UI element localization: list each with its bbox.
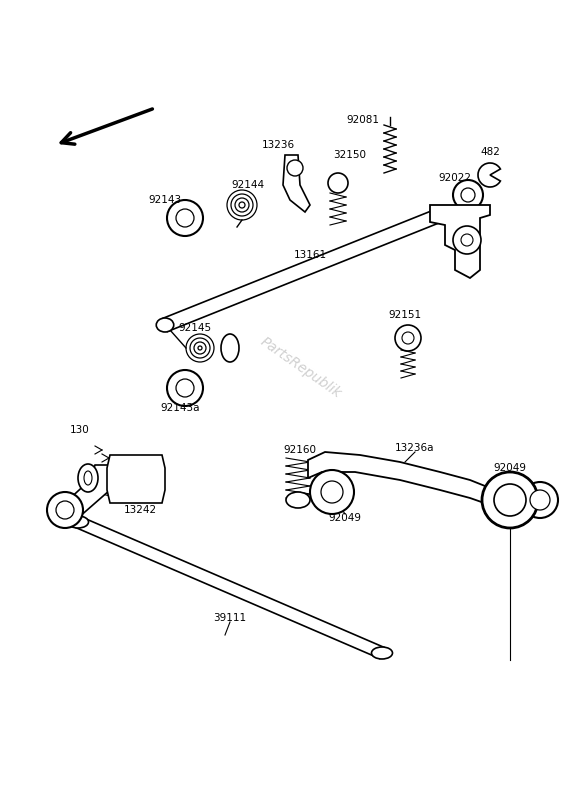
- Text: 39111: 39111: [213, 613, 247, 623]
- Circle shape: [167, 370, 203, 406]
- Text: 92049: 92049: [328, 513, 361, 523]
- Circle shape: [47, 492, 83, 528]
- Circle shape: [328, 173, 348, 193]
- Circle shape: [56, 501, 74, 519]
- Circle shape: [453, 180, 483, 210]
- Polygon shape: [283, 155, 310, 212]
- Text: 92151: 92151: [388, 310, 421, 320]
- Polygon shape: [107, 455, 165, 503]
- Ellipse shape: [84, 471, 92, 485]
- Circle shape: [167, 200, 203, 236]
- Text: 13236a: 13236a: [395, 443, 435, 453]
- Ellipse shape: [156, 318, 174, 332]
- Circle shape: [176, 209, 194, 227]
- Text: 92144: 92144: [231, 180, 265, 190]
- Circle shape: [530, 490, 550, 510]
- Circle shape: [461, 234, 473, 246]
- Ellipse shape: [221, 334, 239, 362]
- Text: 92143: 92143: [149, 195, 181, 205]
- Ellipse shape: [78, 464, 98, 492]
- Circle shape: [395, 325, 421, 351]
- Polygon shape: [162, 209, 443, 331]
- Text: 13161: 13161: [294, 250, 327, 260]
- Polygon shape: [65, 465, 110, 518]
- Text: 130: 130: [70, 425, 90, 435]
- Polygon shape: [430, 205, 490, 278]
- Ellipse shape: [286, 492, 310, 508]
- Text: 92049: 92049: [494, 463, 527, 473]
- Text: 92145: 92145: [179, 323, 212, 333]
- Text: 13236: 13236: [261, 140, 295, 150]
- Ellipse shape: [431, 208, 449, 222]
- Text: 13242: 13242: [124, 505, 157, 515]
- Circle shape: [176, 379, 194, 397]
- Circle shape: [482, 472, 538, 528]
- Text: 92022: 92022: [439, 173, 472, 183]
- Circle shape: [321, 481, 343, 503]
- Wedge shape: [478, 163, 501, 187]
- Ellipse shape: [372, 647, 392, 659]
- Text: 92081: 92081: [346, 115, 380, 125]
- Circle shape: [287, 160, 303, 176]
- Text: 32150: 32150: [334, 150, 366, 160]
- Circle shape: [461, 188, 475, 202]
- Circle shape: [453, 226, 481, 254]
- Polygon shape: [308, 452, 510, 510]
- Polygon shape: [76, 517, 384, 658]
- Ellipse shape: [68, 516, 88, 528]
- Circle shape: [494, 484, 526, 516]
- Text: PartsRepublik: PartsRepublik: [257, 335, 344, 401]
- Text: 482: 482: [480, 147, 500, 157]
- Circle shape: [402, 332, 414, 344]
- Circle shape: [310, 470, 354, 514]
- Circle shape: [522, 482, 558, 518]
- Text: 92160: 92160: [283, 445, 317, 455]
- Text: 92143a: 92143a: [160, 403, 200, 413]
